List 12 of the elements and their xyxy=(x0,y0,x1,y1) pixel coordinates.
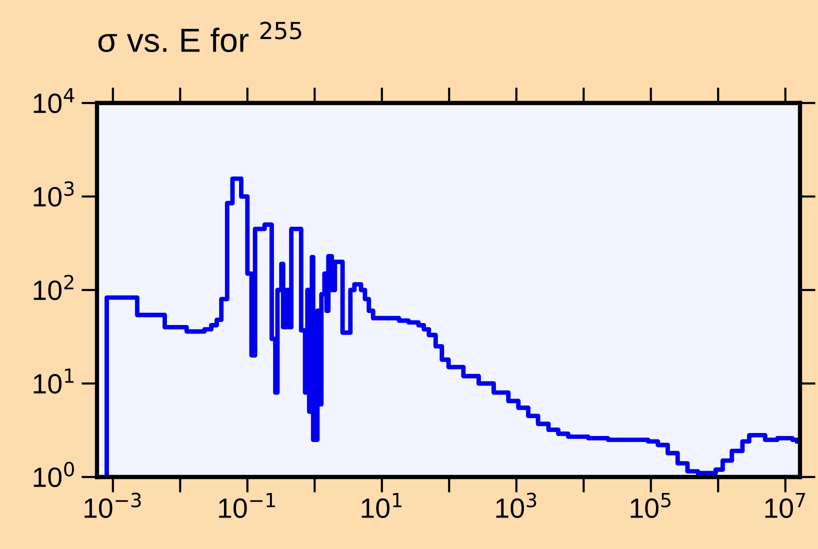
x-tick-label: 10$^{3}$ xyxy=(496,492,536,518)
y-tick-label: 10$^{3}$ xyxy=(34,181,74,207)
x-tick-label: 10$^{7}$ xyxy=(765,492,806,518)
y-tick-label: 10$^{2}$ xyxy=(34,274,74,300)
x-tick-label: 10$^{−3}$ xyxy=(84,492,141,518)
chart-title: σ vs. E for $^{255}$ xyxy=(98,22,302,52)
x-tick-label: 10$^{1}$ xyxy=(362,492,402,518)
y-tick-label: 10$^{1}$ xyxy=(34,368,74,394)
y-tick-label: 10$^{4}$ xyxy=(34,88,74,114)
x-tick-label: 10$^{−1}$ xyxy=(219,492,276,518)
y-tick-label: 10$^{0}$ xyxy=(34,462,74,488)
x-tick-label: 10$^{5}$ xyxy=(630,492,670,518)
